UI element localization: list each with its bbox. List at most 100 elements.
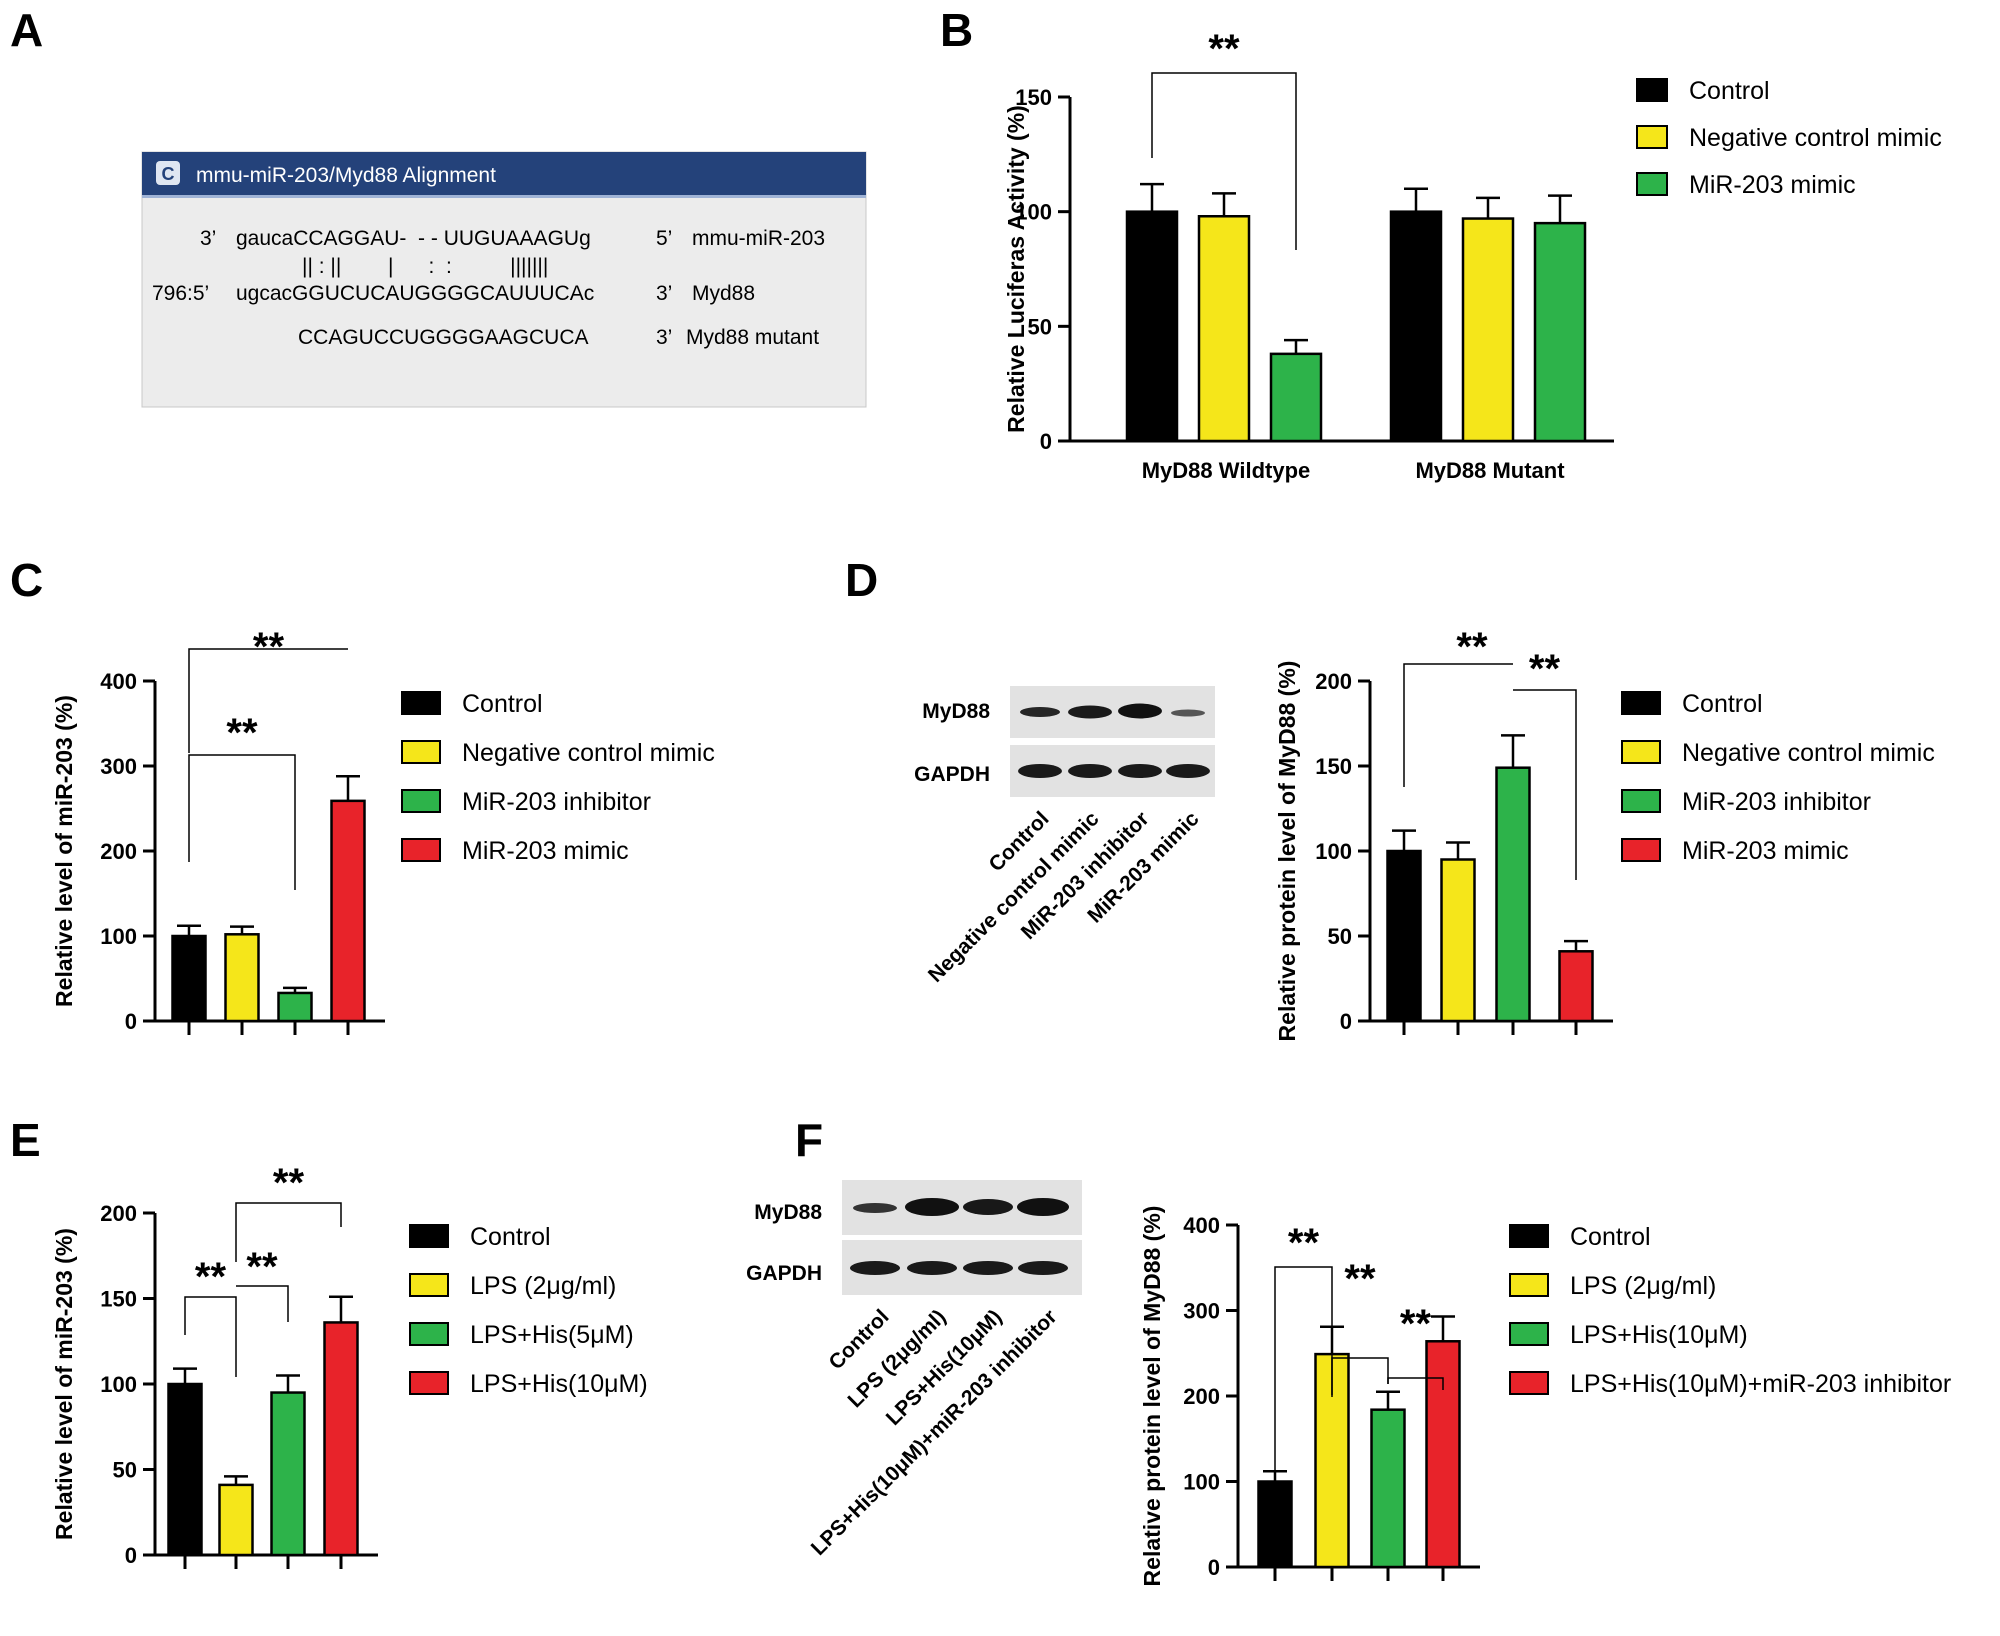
legend-swatch xyxy=(401,740,441,764)
legend-label: Negative control mimic xyxy=(462,739,715,767)
blot-f-myd88-band-3 xyxy=(963,1199,1013,1215)
significance-bracket xyxy=(1513,689,1577,880)
significance-label: ** xyxy=(195,1255,227,1299)
bar-f-lps-his-10-m-mir-203-inhibitor xyxy=(1425,1340,1461,1569)
legend-swatch xyxy=(409,1273,449,1297)
blot-d-gapdh-band-2 xyxy=(1068,764,1112,778)
mirna-label: mmu-miR-203 xyxy=(692,227,825,250)
significance-bracket xyxy=(235,1202,342,1262)
significance-bracket xyxy=(188,754,296,890)
panel-letter-d: D xyxy=(845,554,878,606)
blot-d-gapdh-band-1 xyxy=(1018,764,1062,778)
chart-e: 0 50 100 150 200 Relative level of miR-203 (%… xyxy=(51,1161,648,1569)
blot-d: MyD88 GAPDH Control Negative control mim… xyxy=(914,686,1215,987)
blot-d-row-myd88: MyD88 xyxy=(922,700,990,723)
y-axis-label: Relative Luciferas Activity (%) xyxy=(1003,105,1029,433)
y-axis-label: Relative protein level of MyD88 (%) xyxy=(1139,1206,1165,1587)
legend-swatch xyxy=(1636,125,1668,149)
bar-b-control-myd88-mutant xyxy=(1389,210,1443,443)
bar-d-mir-203-mimic xyxy=(1558,950,1594,1023)
chart-f: 0 100 200 300 400 Relative protein level of M… xyxy=(1139,1206,1951,1587)
legend-label: MiR-203 inhibitor xyxy=(462,788,651,816)
significance-label: ** xyxy=(1456,625,1488,669)
y-axis-label: Relative level of miR-203 (%) xyxy=(51,695,77,1007)
significance-label: ** xyxy=(273,1161,305,1205)
significance-bracket xyxy=(236,1285,289,1322)
bar-f-lps-his-10-m- xyxy=(1370,1408,1406,1569)
window-icon-letter: C xyxy=(162,164,175,184)
legend-swatch xyxy=(1621,691,1661,715)
panel-letter-f: F xyxy=(795,1114,823,1166)
legend-label: LPS+His(10μM) xyxy=(1570,1321,1748,1349)
bar-c-mir-203-mimic xyxy=(330,799,366,1023)
y-tick-label: 300 xyxy=(1183,1299,1220,1324)
legend-swatch xyxy=(1509,1224,1549,1248)
legend-label: Control xyxy=(462,690,543,718)
y-tick-label: 0 xyxy=(125,1009,137,1034)
y-tick-label: 400 xyxy=(1183,1213,1220,1238)
alignment-header-divider xyxy=(142,195,866,198)
legend-swatch xyxy=(1621,838,1661,862)
y-tick-label: 100 xyxy=(1315,839,1352,864)
y-tick-label: 150 xyxy=(1015,85,1052,110)
legend-swatch xyxy=(409,1322,449,1346)
bar-e-lps-his-10-m- xyxy=(323,1321,359,1557)
y-tick-label: 200 xyxy=(1315,669,1352,694)
legend-label: MiR-203 mimic xyxy=(1682,837,1849,865)
legend-swatch xyxy=(409,1371,449,1395)
bar-d-negative-control-mimic xyxy=(1440,858,1476,1023)
legend-label: MiR-203 mimic xyxy=(462,837,629,865)
blot-d-myd88-band-2 xyxy=(1068,705,1112,719)
legend-swatch xyxy=(409,1224,449,1248)
significance-label: ** xyxy=(1208,27,1240,71)
blot-f-lane-label-2: LPS (2μg/ml) xyxy=(844,1305,951,1412)
significance-label: ** xyxy=(1400,1302,1432,1346)
y-tick-label: 50 xyxy=(1328,924,1352,949)
mirna-sequence: gaucaCCAGGAU- - - UUGUAAAGUg xyxy=(236,227,591,250)
pairing-line: || : || | : : ||||||| xyxy=(302,255,548,278)
bar-b-mir-203-mimic-myd88-mutant xyxy=(1533,221,1587,443)
legend-label: Control xyxy=(1689,77,1770,105)
y-tick-label: 150 xyxy=(1315,754,1352,779)
blot-d-myd88-band-1 xyxy=(1020,707,1060,717)
significance-label: ** xyxy=(1344,1257,1376,1301)
mirna-end: 5’ xyxy=(656,227,672,250)
bar-e-control xyxy=(167,1382,203,1557)
legend-swatch xyxy=(1636,78,1668,102)
target-end: 3’ xyxy=(656,282,672,305)
legend-swatch xyxy=(401,789,441,813)
legend-swatch xyxy=(1509,1273,1549,1297)
blot-f-myd88-band-2 xyxy=(905,1198,959,1216)
bar-c-control xyxy=(171,934,207,1023)
target-prefix: 796:5’ xyxy=(152,282,209,305)
alignment-window: C mmu-miR-203/Myd88 Alignment 3’ gaucaCC… xyxy=(141,151,867,408)
significance-bracket xyxy=(1151,72,1297,250)
alignment-window-title: mmu-miR-203/Myd88 Alignment xyxy=(196,164,496,187)
y-tick-label: 100 xyxy=(100,924,137,949)
y-tick-label: 0 xyxy=(125,1543,137,1568)
bar-b-negative-control-mimic-myd88-mutant xyxy=(1461,217,1515,443)
bar-e-lps-2-g-ml- xyxy=(218,1483,254,1557)
blot-f-myd88-band-4 xyxy=(1017,1198,1069,1216)
y-tick-label: 100 xyxy=(100,1372,137,1397)
blot-f: MyD88 GAPDH Control LPS (2μg/ml) LPS+His… xyxy=(746,1180,1082,1560)
blot-f-myd88-band-1 xyxy=(853,1203,897,1213)
y-tick-label: 150 xyxy=(100,1287,137,1312)
mirna-prefix: 3’ xyxy=(200,227,216,250)
significance-label: ** xyxy=(226,711,258,755)
chart-d: 0 50 100 150 200 Relative protein level of My… xyxy=(1274,625,1935,1041)
legend-swatch xyxy=(401,838,441,862)
blot-f-row-myd88: MyD88 xyxy=(754,1201,822,1224)
mutant-label: Myd88 mutant xyxy=(686,326,819,349)
bar-d-control xyxy=(1386,849,1422,1023)
bar-b-control-myd88-wildtype xyxy=(1125,210,1179,443)
significance-bracket xyxy=(184,1296,237,1377)
y-tick-label: 0 xyxy=(1208,1555,1220,1580)
legend-swatch xyxy=(1636,172,1668,196)
y-tick-label: 200 xyxy=(100,1201,137,1226)
legend-label: LPS (2μg/ml) xyxy=(1570,1272,1716,1300)
legend-swatch xyxy=(1621,789,1661,813)
